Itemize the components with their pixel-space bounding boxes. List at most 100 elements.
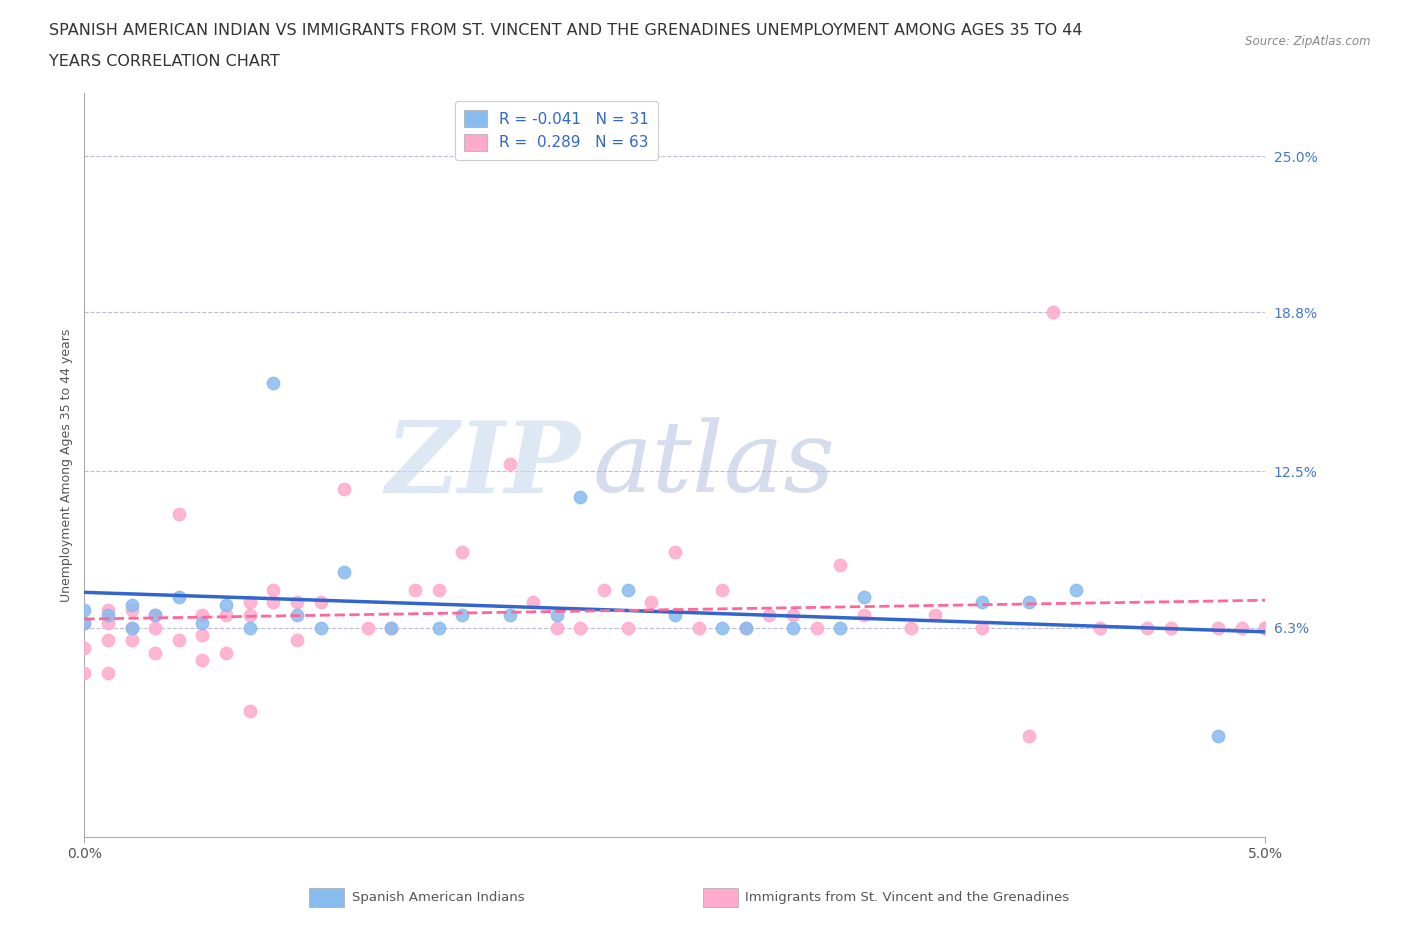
- Point: [285, 607, 308, 622]
- Point: [143, 607, 166, 622]
- Point: [404, 582, 426, 597]
- Point: [616, 620, 638, 635]
- Point: [262, 376, 284, 391]
- Point: [285, 632, 308, 647]
- Point: [1042, 305, 1064, 320]
- Point: [239, 703, 262, 718]
- Point: [73, 641, 96, 656]
- Point: [191, 628, 214, 643]
- Point: [427, 620, 450, 635]
- Point: [97, 615, 120, 630]
- Point: [1018, 729, 1040, 744]
- Point: [758, 607, 780, 622]
- Y-axis label: Unemployment Among Ages 35 to 44 years: Unemployment Among Ages 35 to 44 years: [60, 328, 73, 602]
- Point: [121, 620, 143, 635]
- Point: [498, 457, 520, 472]
- Point: [1066, 582, 1088, 597]
- Point: [380, 620, 402, 635]
- Point: [121, 598, 143, 613]
- Point: [285, 595, 308, 610]
- Point: [167, 590, 190, 604]
- Text: atlas: atlas: [592, 418, 835, 512]
- Point: [664, 607, 686, 622]
- Point: [593, 582, 616, 597]
- Point: [97, 607, 120, 622]
- Point: [640, 595, 662, 610]
- Point: [143, 620, 166, 635]
- Point: [830, 620, 852, 635]
- Point: [309, 620, 332, 635]
- Point: [262, 582, 284, 597]
- Point: [333, 565, 356, 579]
- Point: [924, 607, 946, 622]
- Point: [569, 620, 592, 635]
- Point: [806, 620, 828, 635]
- Point: [97, 603, 120, 618]
- Point: [73, 603, 96, 618]
- Point: [1160, 620, 1182, 635]
- Point: [1254, 620, 1277, 635]
- Point: [900, 620, 922, 635]
- Point: [711, 620, 734, 635]
- Point: [852, 607, 875, 622]
- Point: [121, 603, 143, 618]
- Point: [970, 620, 993, 635]
- Point: [1206, 620, 1229, 635]
- Point: [215, 598, 238, 613]
- Point: [73, 615, 96, 630]
- Point: [427, 582, 450, 597]
- Point: [688, 620, 710, 635]
- Point: [333, 482, 356, 497]
- Point: [1018, 595, 1040, 610]
- Point: [616, 582, 638, 597]
- Point: [546, 620, 568, 635]
- Point: [451, 545, 474, 560]
- Text: Immigrants from St. Vincent and the Grenadines: Immigrants from St. Vincent and the Gren…: [745, 891, 1070, 904]
- Point: [782, 620, 804, 635]
- Text: SPANISH AMERICAN INDIAN VS IMMIGRANTS FROM ST. VINCENT AND THE GRENADINES UNEMPL: SPANISH AMERICAN INDIAN VS IMMIGRANTS FR…: [49, 23, 1083, 38]
- Point: [191, 653, 214, 668]
- Text: Spanish American Indians: Spanish American Indians: [352, 891, 524, 904]
- Point: [357, 620, 380, 635]
- Point: [664, 545, 686, 560]
- Point: [97, 666, 120, 681]
- Point: [498, 607, 520, 622]
- Point: [215, 645, 238, 660]
- Point: [1230, 620, 1253, 635]
- Point: [73, 615, 96, 630]
- Point: [1206, 729, 1229, 744]
- Point: [734, 620, 756, 635]
- Point: [711, 582, 734, 597]
- Point: [522, 595, 544, 610]
- Point: [830, 557, 852, 572]
- Point: [569, 489, 592, 504]
- Point: [451, 607, 474, 622]
- Legend: R = -0.041   N = 31, R =  0.289   N = 63: R = -0.041 N = 31, R = 0.289 N = 63: [456, 100, 658, 160]
- Point: [191, 607, 214, 622]
- Point: [121, 632, 143, 647]
- Point: [239, 595, 262, 610]
- Point: [852, 590, 875, 604]
- Point: [215, 607, 238, 622]
- Text: Source: ZipAtlas.com: Source: ZipAtlas.com: [1246, 35, 1371, 48]
- Point: [97, 632, 120, 647]
- Text: ZIP: ZIP: [385, 417, 581, 513]
- Point: [1254, 620, 1277, 635]
- Point: [262, 595, 284, 610]
- Point: [970, 595, 993, 610]
- Point: [239, 620, 262, 635]
- Point: [191, 615, 214, 630]
- Point: [167, 507, 190, 522]
- Point: [782, 607, 804, 622]
- Point: [546, 607, 568, 622]
- Point: [167, 632, 190, 647]
- Point: [239, 607, 262, 622]
- Point: [734, 620, 756, 635]
- Point: [1254, 620, 1277, 635]
- Point: [1088, 620, 1111, 635]
- Point: [121, 620, 143, 635]
- Point: [380, 620, 402, 635]
- Point: [1136, 620, 1159, 635]
- Point: [143, 607, 166, 622]
- Point: [143, 645, 166, 660]
